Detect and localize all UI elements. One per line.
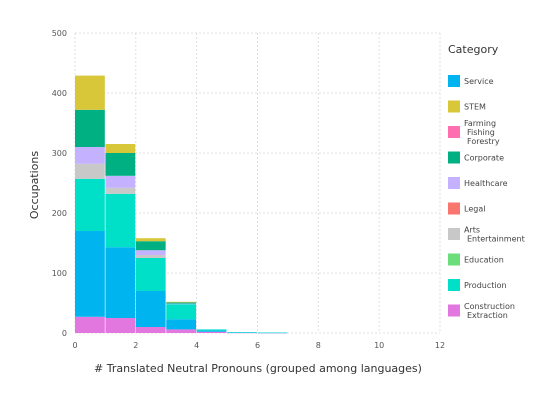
legend-swatch [448, 100, 460, 113]
legend-label: Construction [464, 302, 515, 311]
legend-label: Healthcare [464, 179, 508, 188]
bar-segment [196, 329, 227, 331]
bar-segment [166, 329, 197, 333]
y-axis-label: Occupations [28, 151, 41, 220]
legend-label: Service [464, 77, 494, 86]
bar-segment [105, 247, 136, 318]
legend-label: Fishing [467, 128, 495, 137]
y-tick-label: 200 [52, 209, 67, 218]
legend-label: Education [464, 256, 504, 265]
legend-label: Legal [464, 205, 485, 214]
bar-segment [135, 255, 166, 258]
x-tick-label: 4 [194, 341, 199, 350]
bar-segment [196, 331, 227, 333]
bar-segment [105, 193, 136, 248]
legend-title: Category [448, 43, 499, 56]
legend-swatch [448, 253, 460, 266]
x-tick-label: 6 [255, 341, 260, 350]
y-tick-label: 500 [52, 29, 67, 38]
legend-label: Production [464, 281, 507, 290]
bar-segment [105, 318, 136, 333]
bar-segment [105, 187, 136, 194]
legend-label: Corporate [464, 154, 504, 163]
bar-segment [75, 231, 105, 317]
bar-segment [75, 147, 105, 164]
legend-swatch [448, 126, 460, 138]
legend-swatch [448, 75, 460, 87]
x-tick-label: 10 [374, 341, 384, 350]
bar-segment [166, 304, 197, 320]
legend-swatch [448, 228, 460, 240]
y-tick-label: 0 [62, 329, 67, 338]
bar-segment [257, 332, 288, 334]
bar-segment [166, 303, 197, 305]
bar-segment [75, 163, 105, 179]
bar-segment [166, 319, 197, 330]
bar-segment [75, 178, 105, 231]
bar-segment [105, 153, 136, 176]
legend-swatch [448, 202, 460, 215]
bar-segment [75, 316, 105, 333]
y-tick-label: 400 [52, 89, 67, 98]
bars [75, 75, 288, 334]
bar-segment [227, 332, 257, 333]
x-tick-label: 12 [435, 341, 445, 350]
x-tick-label: 2 [133, 341, 138, 350]
legend-swatch [448, 304, 460, 317]
bar-segment [135, 258, 166, 291]
bar-segment [166, 302, 197, 304]
legend-swatch [448, 177, 460, 189]
legend-label: Forestry [467, 137, 500, 146]
bar-segment [166, 301, 197, 303]
bar-segment [75, 109, 105, 147]
legend-label: Extraction [467, 311, 508, 320]
bar-segment [105, 144, 136, 153]
legend-label: Entertainment [467, 235, 525, 244]
legend: Category Service STEM FarmingFishingForest… [448, 43, 525, 320]
legend-swatch [448, 151, 460, 164]
bar-segment [196, 330, 227, 332]
legend-label: Farming [464, 119, 496, 128]
bar-segment [135, 250, 166, 255]
tick-labels: 0 2 4 6 8 10 12 0 100 200 300 400 500 [52, 29, 445, 350]
legend-label: STEM [464, 103, 486, 112]
bar-segment [135, 241, 166, 251]
legend-label: Arts [464, 226, 480, 235]
y-tick-label: 100 [52, 269, 67, 278]
bar-segment [227, 332, 257, 334]
x-tick-label: 8 [316, 341, 321, 350]
bar-segment [135, 238, 166, 242]
x-tick-label: 0 [72, 341, 77, 350]
y-tick-label: 300 [52, 149, 67, 158]
grid [74, 32, 441, 334]
bar-segment [75, 75, 105, 110]
x-axis-label: # Translated Neutral Pronouns (grouped a… [94, 362, 422, 375]
bar-segment [135, 291, 166, 327]
bar-segment [105, 175, 136, 188]
legend-swatch [448, 279, 460, 291]
bar-segment [135, 327, 166, 333]
